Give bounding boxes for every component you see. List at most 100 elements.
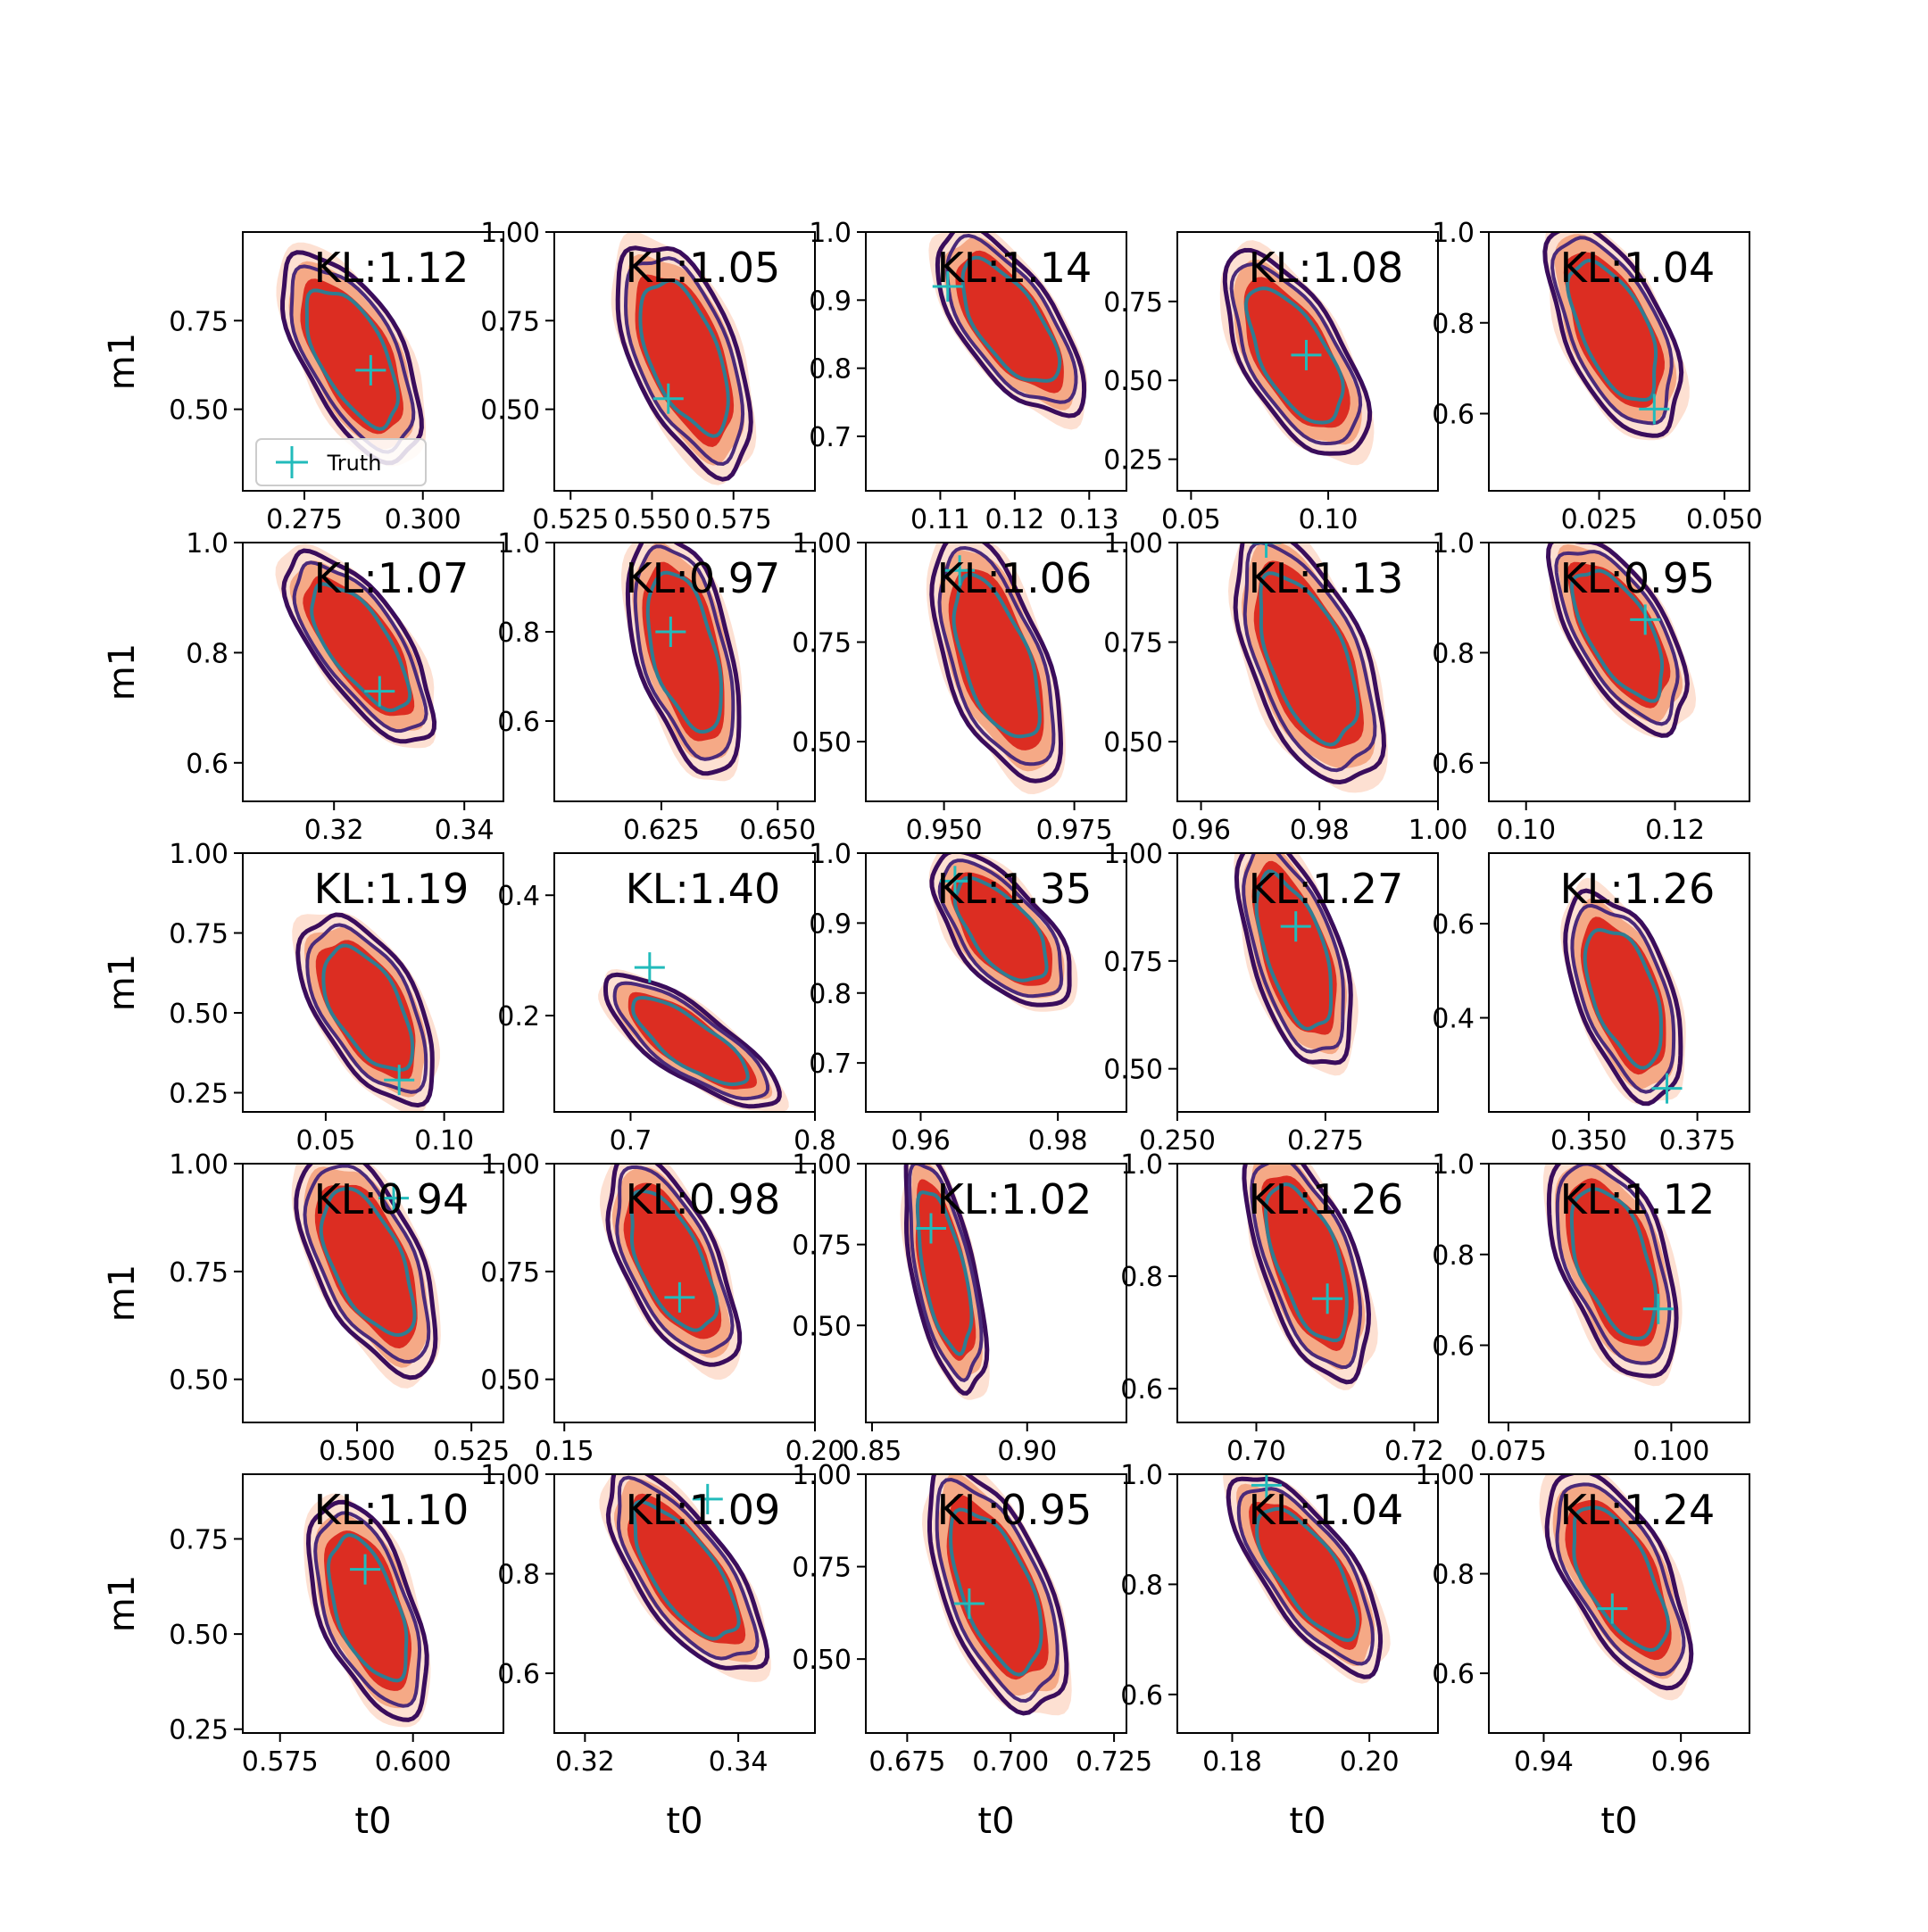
density-layer xyxy=(1219,240,1375,466)
axes-frame xyxy=(553,1473,816,1734)
axes-frame xyxy=(1176,1473,1439,1734)
panel-8: 0.950 0.975 0.50 0.75 1.00 KL:1.06 xyxy=(792,528,1127,846)
y-tick-label: 0.4 xyxy=(497,881,540,912)
contour-line-inner xyxy=(960,255,1062,383)
x-tick-label: 0.05 xyxy=(1161,504,1221,535)
kl-annotation: KL:1.12 xyxy=(1560,1175,1716,1223)
contour-line-outer xyxy=(1545,543,1690,738)
truth-marker xyxy=(364,676,395,707)
y-tick-label: 0.75 xyxy=(169,306,229,337)
axes-frame xyxy=(1488,231,1750,492)
x-tick-label: 0.13 xyxy=(1060,504,1119,535)
y-tick-label: 1.00 xyxy=(169,839,229,870)
kl-annotation: KL:1.04 xyxy=(1560,244,1716,292)
contour-line-inner xyxy=(1259,571,1360,747)
contour-line-inner xyxy=(1254,869,1334,1032)
y-tick-label: 0.50 xyxy=(1103,366,1163,397)
kl-annotation: KL:0.94 xyxy=(314,1175,470,1223)
x-tick-label: 0.650 xyxy=(739,815,816,846)
panel-17: 0.15 0.20 0.50 0.75 1.00 KL:0.98 xyxy=(480,1149,844,1467)
kl-annotation: KL:1.05 xyxy=(626,244,781,292)
x-axis-label: t0 xyxy=(354,1801,391,1842)
contour-line-inner xyxy=(631,995,750,1087)
y-tick-label: 0.6 xyxy=(186,749,229,780)
contour-line-inner xyxy=(1566,258,1658,402)
contour-line-mid xyxy=(1236,1487,1375,1666)
kl-annotation: KL:0.95 xyxy=(937,1486,1093,1534)
density-fill-inner xyxy=(1563,252,1665,409)
density-layer xyxy=(1223,1474,1391,1684)
y-tick-label: 0.8 xyxy=(1432,1560,1475,1591)
y-tick-label: 0.75 xyxy=(792,1231,852,1262)
truth-marker xyxy=(378,1182,410,1214)
contour-line-inner xyxy=(1583,927,1663,1070)
y-tick-label: 0.50 xyxy=(792,1645,852,1676)
density-fill-inner xyxy=(627,1493,746,1645)
contour-line-mid xyxy=(1242,853,1345,1054)
x-tick-label: 0.94 xyxy=(1514,1746,1574,1778)
y-tick-label: 0.8 xyxy=(1432,1240,1475,1272)
kl-annotation: KL:1.12 xyxy=(314,244,470,292)
truth-marker xyxy=(1642,1293,1674,1324)
y-tick-label: 1.00 xyxy=(480,218,540,249)
kl-annotation: KL:0.98 xyxy=(626,1175,781,1223)
y-tick-label: 1.0 xyxy=(1120,1460,1163,1491)
truth-marker xyxy=(655,617,686,647)
y-tick-label: 1.00 xyxy=(792,528,852,560)
contour-line-mid xyxy=(616,1475,760,1661)
density-layer xyxy=(1545,543,1697,738)
panel-20: 0.075 0.100 0.6 0.8 1.0 KL:1.12 xyxy=(1432,1149,1750,1467)
panel-22: 0.32 0.34 0.6 0.8 1.00 KL:1.09 t0 xyxy=(480,1460,816,1842)
y-tick-label: 0.75 xyxy=(1103,947,1163,978)
contour-line-outer xyxy=(927,1474,1069,1716)
contour-line-inner xyxy=(952,875,1049,983)
y-tick-label: 0.75 xyxy=(169,1525,229,1556)
y-tick-label: 0.50 xyxy=(480,1365,540,1397)
truth-marker xyxy=(384,1065,415,1096)
x-tick-label: 0.96 xyxy=(1171,815,1231,846)
contour-line-inner xyxy=(1243,286,1345,425)
axes-frame xyxy=(242,852,504,1113)
x-tick-label: 0.275 xyxy=(1287,1125,1364,1157)
contour-line-mid xyxy=(1554,550,1680,726)
contour-line-outer xyxy=(1563,888,1683,1107)
truth-marker xyxy=(1630,604,1661,635)
contour-line-inner xyxy=(319,1186,417,1338)
y-tick-label: 0.2 xyxy=(497,1001,540,1032)
y-tick-label: 1.0 xyxy=(1120,1149,1163,1181)
truth-marker xyxy=(939,866,970,897)
y-tick-label: 0.7 xyxy=(809,1049,852,1080)
axes-frame xyxy=(242,542,504,802)
axes-frame xyxy=(553,542,816,802)
contour-line-outer xyxy=(605,1164,743,1367)
y-tick-label: 0.75 xyxy=(169,919,229,950)
x-tick-label: 0.96 xyxy=(891,1125,951,1157)
panel-7: 0.625 0.650 0.6 0.8 1.0 KL:0.97 xyxy=(497,528,816,846)
x-tick-label: 0.11 xyxy=(910,504,970,535)
y-tick-label: 0.50 xyxy=(169,395,229,427)
y-tick-label: 0.8 xyxy=(186,638,229,669)
axes-frame xyxy=(1176,852,1439,1113)
truth-marker xyxy=(664,1281,695,1313)
contour-line-inner xyxy=(1569,568,1665,703)
y-tick-label: 1.0 xyxy=(186,528,229,560)
x-tick-label: 0.96 xyxy=(1651,1746,1711,1778)
density-layer xyxy=(275,543,437,749)
kl-annotation: KL:1.40 xyxy=(626,865,781,913)
contour-line-mid xyxy=(1242,543,1377,773)
kl-annotation: KL:1.26 xyxy=(1249,1175,1404,1223)
contour-line-outer xyxy=(903,1164,990,1396)
density-fill-inner xyxy=(324,1530,411,1691)
axes-frame xyxy=(1176,1163,1439,1423)
x-tick-label: 0.10 xyxy=(414,1125,474,1157)
y-tick-label: 0.6 xyxy=(1432,1659,1475,1690)
contour-line-outer xyxy=(1233,543,1387,785)
kl-annotation: KL:1.19 xyxy=(314,865,470,913)
contour-line-inner xyxy=(1569,1187,1658,1341)
y-tick-label: 0.25 xyxy=(169,1079,229,1110)
x-tick-label: 0.72 xyxy=(1384,1436,1444,1467)
kl-annotation: KL:1.04 xyxy=(1249,1486,1404,1534)
axes-frame xyxy=(1488,1163,1750,1423)
contour-line-inner xyxy=(1255,1506,1360,1643)
y-axis-label: m1 xyxy=(102,954,143,1011)
